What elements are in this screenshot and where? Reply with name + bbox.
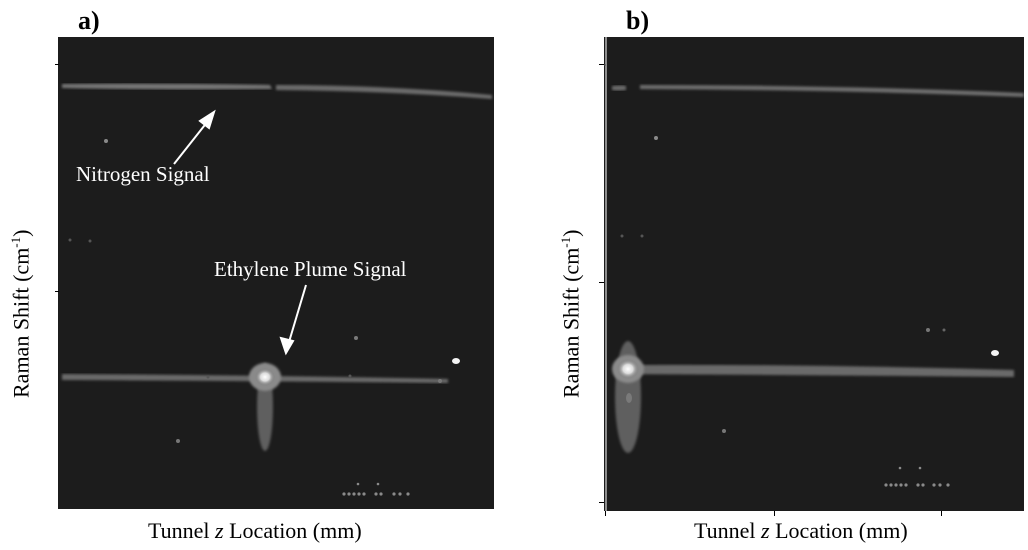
speck: [722, 429, 726, 433]
bottom-speckle-row: [342, 482, 410, 496]
panel-b-spectrogram: [604, 37, 1024, 511]
panel-b-y-tick-mid: [599, 282, 604, 283]
speck: [348, 374, 352, 378]
plume-inner-spot: [626, 393, 632, 403]
speck: [104, 139, 108, 143]
panel-b-x-axis-label: Tunnel z Location (mm): [694, 518, 908, 543]
nitrogen-signal-band-right: [276, 85, 492, 99]
panel-a-y-tick-mid: [55, 291, 59, 292]
panel-a-y-axis-label: Raman Shift (cm-1): [8, 229, 34, 398]
panel-a-spectrogram: Nitrogen Signal Ethylene Plume Signal: [58, 37, 494, 509]
speck: [176, 439, 180, 443]
panel-a-y-tick-top: [55, 64, 59, 65]
ethylene-hotspot: [255, 368, 275, 386]
speck: [654, 136, 658, 140]
panel-b-x-tick-mid: [774, 511, 775, 516]
ethylene-hotspot: [617, 359, 639, 379]
panel-a-x-axis-label: Tunnel z Location (mm): [148, 518, 362, 543]
panel-b-x-tick-left: [605, 511, 606, 516]
speck: [942, 328, 946, 332]
panel-b-y-tick-top: [599, 64, 604, 65]
panel-b-y-tick-bottom: [599, 502, 604, 503]
nitrogen-arrow: [173, 109, 216, 165]
bright-speck: [452, 358, 460, 364]
ethylene-arrow: [279, 284, 307, 356]
speck: [354, 336, 358, 340]
speck: [68, 238, 72, 242]
speck: [88, 239, 92, 243]
image-background: [604, 37, 1024, 511]
bottom-speckle-row: [884, 466, 950, 487]
speck: [640, 234, 644, 238]
panel-b-label: b): [626, 6, 650, 35]
nitrogen-signal-band-right: [640, 85, 1024, 97]
panel-b-y-axis-label: Raman Shift (cm-1): [558, 229, 584, 398]
speck: [620, 234, 624, 238]
nitrogen-signal-band: [612, 85, 626, 91]
panel-a-label: a): [78, 6, 100, 35]
nitrogen-signal-band: [62, 83, 272, 90]
speck: [926, 328, 930, 332]
bright-speck: [991, 350, 999, 356]
ethylene-plume-annotation: Ethylene Plume Signal: [214, 257, 407, 281]
nitrogen-signal-annotation: Nitrogen Signal: [76, 162, 210, 186]
image-background: [58, 37, 494, 509]
speck: [206, 375, 210, 379]
speck: [438, 379, 442, 383]
panel-b-x-tick-right: [941, 511, 942, 516]
ethylene-band: [618, 364, 1014, 377]
